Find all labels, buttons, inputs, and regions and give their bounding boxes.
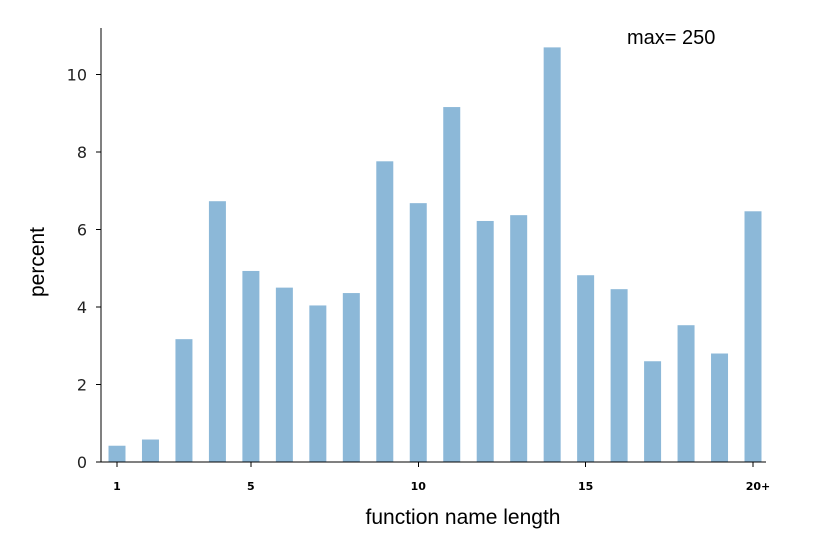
bar-13: [510, 215, 528, 462]
x-tick-label: 5: [247, 480, 255, 493]
bar-15: [577, 275, 595, 462]
bar-12: [476, 220, 494, 462]
bar-5: [242, 270, 260, 462]
bar-4: [208, 201, 226, 462]
bar-6: [275, 287, 293, 463]
bar-7: [309, 305, 327, 462]
y-tick-label: 2: [77, 376, 87, 395]
bar-19: [711, 353, 729, 462]
x-tick-label: 20+: [746, 480, 771, 493]
bar-18: [677, 325, 695, 462]
y-tick-label: 4: [77, 298, 87, 317]
y-tick-label: 0: [77, 453, 87, 472]
y-ticks-group: 0 2 4 6 8 10: [67, 66, 101, 472]
bars-group: [108, 47, 762, 463]
bar-14: [543, 47, 561, 463]
x-tick-label: 10: [411, 480, 427, 493]
y-tick-label: 10: [67, 66, 87, 85]
x-axis-label: function name length: [366, 506, 561, 529]
x-tick-label: 1: [113, 480, 121, 493]
bar-1: [108, 445, 126, 462]
bar-3: [175, 339, 193, 462]
bar-11: [443, 107, 461, 463]
bar-20+: [744, 211, 762, 462]
bar-16: [610, 289, 628, 462]
y-axis-label: percent: [26, 227, 49, 297]
bar-2: [141, 439, 159, 462]
bar-10: [409, 203, 427, 462]
bar-8: [342, 293, 360, 462]
bar-9: [376, 161, 394, 463]
y-tick-label: 8: [77, 143, 87, 162]
max-annotation: max= 250: [627, 27, 715, 49]
x-tick-label: 15: [578, 480, 593, 493]
x-ticks-group: 1 5 10 15 20+: [113, 462, 770, 493]
bar-17: [644, 361, 662, 462]
y-tick-label: 6: [77, 221, 87, 240]
